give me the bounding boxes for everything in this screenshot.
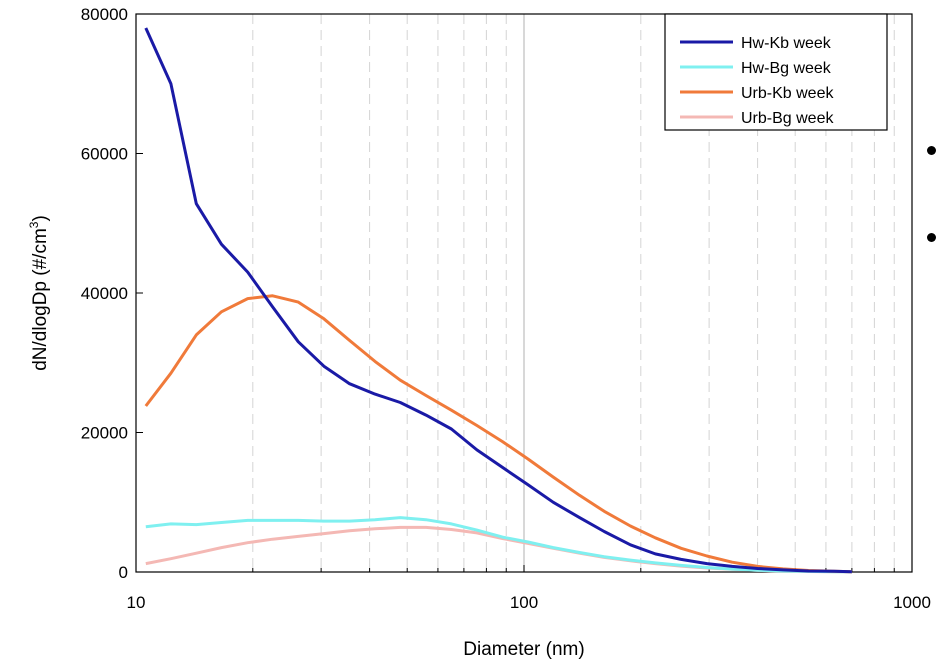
- legend-label: Urb-Kb week: [741, 85, 834, 102]
- legend-items: Hw-Kb week Hw-Bg week Urb-Kb week Urb-Bg we…: [680, 35, 834, 127]
- series-lines: [144, 27, 852, 574]
- y-tick-label: 80000: [81, 5, 128, 24]
- grid-lines: [252, 14, 895, 572]
- legend: Hw-Kb week Hw-Bg week Urb-Kb week Urb-Bg we…: [664, 13, 888, 131]
- bullet-point: [927, 233, 936, 242]
- series-line-urb-kb-week: [144, 294, 852, 574]
- x-tick-label: 10: [127, 593, 146, 612]
- x-tick-label: 1000: [893, 593, 931, 612]
- x-axis-ticks: 10 100 1000: [127, 565, 931, 612]
- legend-box: [664, 13, 888, 131]
- y-axis-label-end: ): [30, 215, 51, 221]
- x-tick-label: 100: [510, 593, 538, 612]
- bullet-point: [927, 146, 936, 155]
- y-tick-label: 20000: [81, 424, 128, 443]
- legend-label: Hw-Kb week: [741, 35, 832, 52]
- y-axis-label: dN/dlogDp (#/cm3): [27, 215, 51, 371]
- legend-label: Hw-Bg week: [741, 60, 832, 77]
- legend-label: Urb-Bg week: [741, 110, 834, 127]
- y-axis-ticks: 0 20000 40000 60000 80000: [81, 5, 143, 582]
- series-line-hw-kb-week: [144, 27, 852, 574]
- y-tick-label: 60000: [81, 145, 128, 164]
- y-axis-label-main: dN/dlogDp (#/cm: [30, 228, 51, 371]
- x-axis-label: Diameter (nm): [463, 639, 584, 660]
- y-axis-label-sup: 3: [27, 221, 41, 228]
- series-line-hw-bg-week: [145, 516, 852, 574]
- y-tick-label: 0: [119, 563, 128, 582]
- y-tick-label: 40000: [81, 284, 128, 303]
